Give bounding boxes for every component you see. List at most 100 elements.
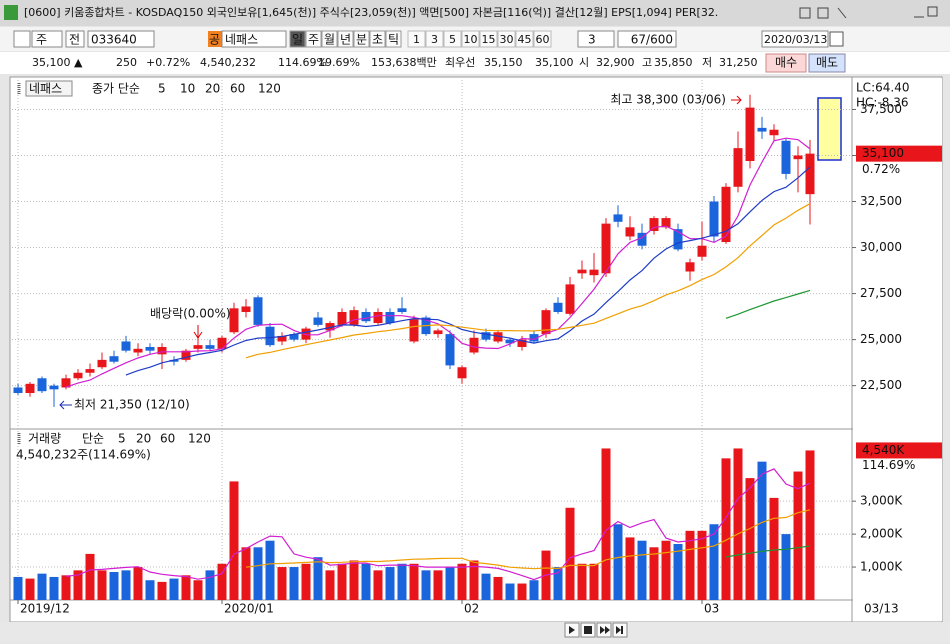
- cursor-date: 03/13: [864, 602, 899, 616]
- layout-button[interactable]: [13, 30, 31, 48]
- count-select[interactable]: [577, 30, 615, 48]
- moving-average: [725, 545, 811, 558]
- quote-low: 31,250: [719, 56, 758, 69]
- volume-bar: [457, 563, 467, 600]
- volume-bar: [397, 563, 407, 600]
- volume-bar: [325, 570, 335, 600]
- interval-button[interactable]: [407, 30, 426, 48]
- quote-low-label: 저: [702, 56, 712, 69]
- candle-body: [457, 367, 467, 379]
- volume-bar: [385, 567, 395, 600]
- volume-bar: [241, 547, 251, 600]
- volume-bar: [805, 450, 815, 600]
- code-input[interactable]: [87, 30, 155, 48]
- period-button[interactable]: [305, 30, 322, 48]
- buy-button[interactable]: [765, 53, 807, 73]
- period[interactable]: 일: [292, 33, 303, 47]
- range[interactable]: 67/600: [631, 33, 673, 47]
- volume-bar: [565, 507, 575, 600]
- legend-entry: 5: [118, 432, 126, 446]
- candle-body: [529, 334, 539, 342]
- range-field[interactable]: [617, 30, 677, 48]
- quote-turnover: 19.69%: [318, 56, 360, 69]
- interval[interactable]: 3: [431, 33, 438, 46]
- period-button[interactable]: [321, 30, 338, 48]
- window-buttons[interactable]: [799, 6, 938, 19]
- interval-button[interactable]: [479, 30, 498, 48]
- period[interactable]: 틱: [388, 33, 399, 47]
- interval[interactable]: 30: [500, 33, 514, 46]
- title-bar: [0, 0, 950, 26]
- y-tick-label: 30,000: [860, 240, 902, 254]
- interval[interactable]: 15: [482, 33, 496, 46]
- interval-button[interactable]: [515, 30, 534, 48]
- interval-button[interactable]: [497, 30, 516, 48]
- interval[interactable]: 5: [449, 33, 456, 46]
- candle-body: [289, 334, 299, 340]
- interval[interactable]: 60: [536, 33, 550, 46]
- volume-bar: [337, 563, 347, 600]
- volume-bar: [193, 580, 203, 600]
- candle-body: [625, 227, 635, 237]
- volume-bar: [277, 567, 287, 600]
- period-button[interactable]: [289, 30, 306, 48]
- date-input[interactable]: [761, 30, 829, 48]
- volume-bar: [697, 530, 707, 600]
- quote-change-pct: +0.72%: [146, 56, 190, 69]
- interval-button[interactable]: [425, 30, 444, 48]
- date[interactable]: 2020/03/13: [764, 33, 827, 46]
- period[interactable]: 주: [308, 33, 319, 47]
- interval-button[interactable]: [533, 30, 552, 48]
- period[interactable]: 월: [324, 33, 335, 47]
- quote-amount: 153,638백만: [371, 56, 437, 69]
- interval-button[interactable]: [443, 30, 462, 48]
- sell[interactable]: 매도: [816, 56, 838, 70]
- period-button[interactable]: [337, 30, 354, 48]
- candle-body: [85, 369, 95, 373]
- candle-body: [373, 312, 383, 324]
- name-field[interactable]: [221, 30, 287, 48]
- volume-bar: [361, 563, 371, 600]
- scroll-bar[interactable]: [0, 622, 950, 642]
- adj[interactable]: 전: [69, 33, 80, 47]
- period[interactable]: 년: [340, 33, 351, 47]
- view[interactable]: 주: [36, 33, 47, 47]
- interval-button[interactable]: [461, 30, 480, 48]
- quote-bg: [0, 52, 950, 74]
- volume-bar: [253, 547, 263, 600]
- volume-bar: [637, 540, 647, 600]
- interval[interactable]: 10: [464, 33, 478, 46]
- candle-body: [277, 335, 287, 342]
- scroll-controls[interactable]: [564, 622, 628, 638]
- candle-body: [145, 346, 155, 351]
- period-button[interactable]: [385, 30, 402, 48]
- sell-button[interactable]: [808, 53, 846, 73]
- count[interactable]: 3: [588, 33, 596, 47]
- candle-body: [337, 312, 347, 325]
- code[interactable]: 033640: [91, 33, 137, 47]
- interval[interactable]: 45: [518, 33, 532, 46]
- buy[interactable]: 매수: [775, 56, 797, 70]
- period-button[interactable]: [369, 30, 386, 48]
- period[interactable]: 분: [356, 33, 367, 47]
- interval[interactable]: 1: [413, 33, 420, 46]
- calendar-button[interactable]: [829, 31, 844, 47]
- name-tag: [25, 80, 73, 97]
- stock-name[interactable]: 네패스: [225, 33, 258, 47]
- volume-bar: [625, 537, 635, 600]
- view-select[interactable]: [31, 30, 63, 48]
- legend-entry: 60: [160, 432, 175, 446]
- period[interactable]: 초: [372, 33, 383, 47]
- candle-body: [349, 310, 359, 325]
- period-button[interactable]: [353, 30, 370, 48]
- candle-body: [589, 269, 599, 276]
- candle-body: [241, 306, 251, 312]
- candle-body: [469, 337, 479, 353]
- marker-box[interactable]: [817, 97, 842, 161]
- y-tick-label: 1,000K: [860, 560, 903, 574]
- candle-body: [97, 359, 107, 368]
- adj-button[interactable]: [65, 30, 85, 48]
- volume-bar: [169, 578, 179, 600]
- volume-bar: [133, 567, 143, 600]
- volume-bar: [97, 570, 107, 600]
